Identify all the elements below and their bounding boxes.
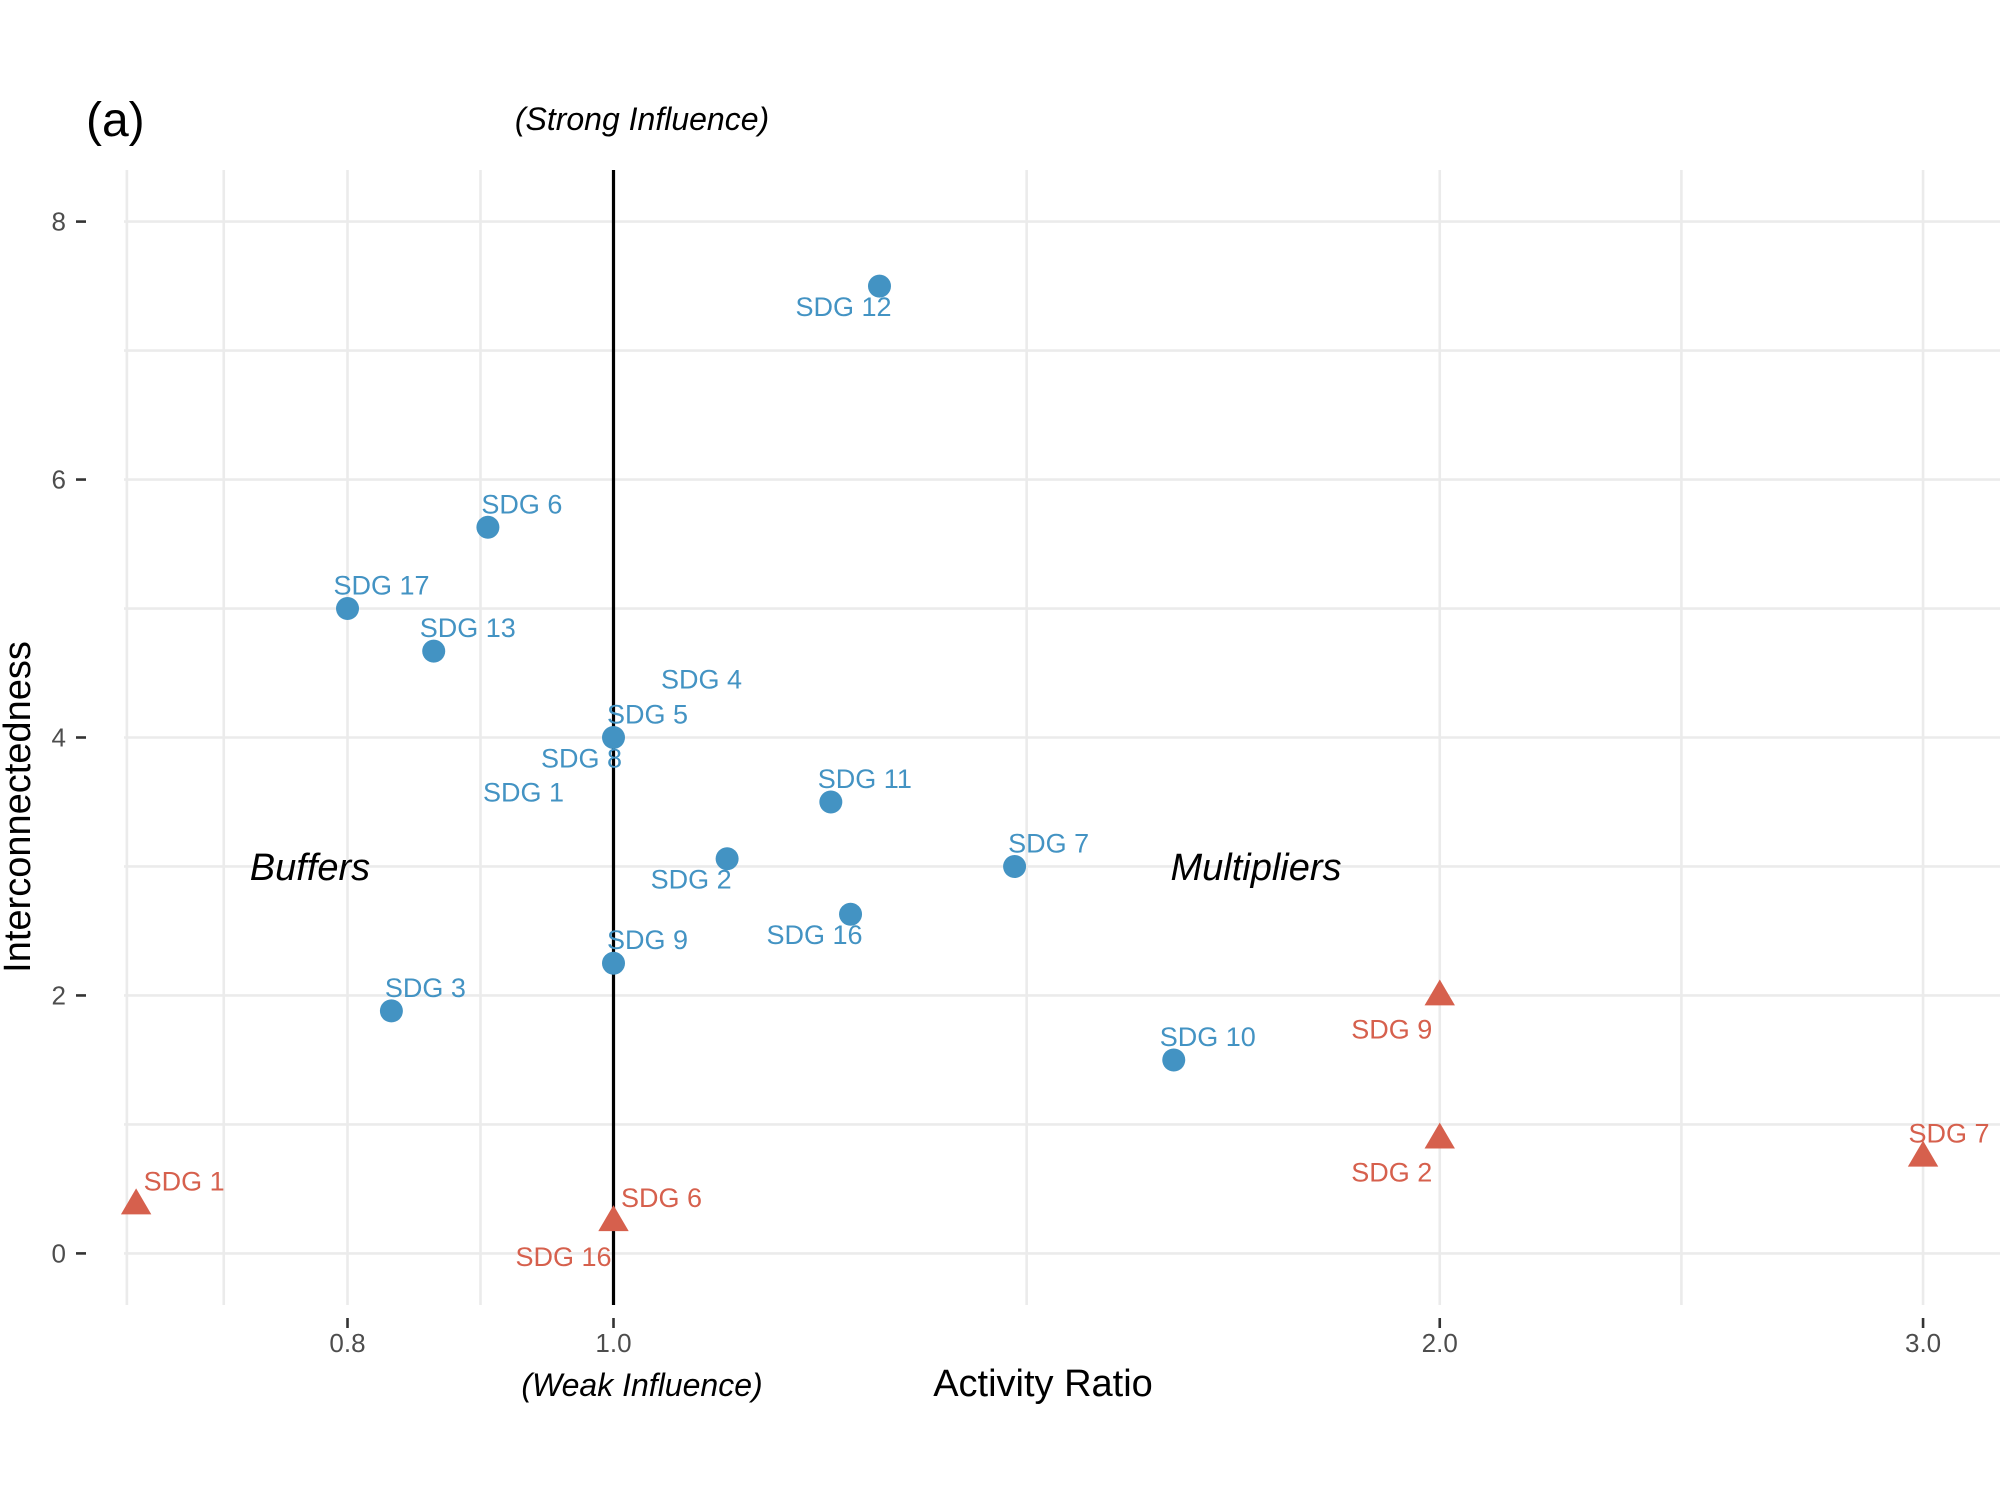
weak-influence-note: (Weak Influence) <box>521 1367 762 1403</box>
point-circle-sdg-12 <box>867 274 891 298</box>
y-tick-label: 8 <box>52 207 66 237</box>
point-label-circle-sdg-2: SDG 2 <box>651 865 732 895</box>
point-label-circle-sdg-13: SDG 13 <box>420 613 516 643</box>
point-circle-sdg-6 <box>476 515 500 539</box>
point-label-triangle-sdg-16: SDG 16 <box>515 1242 611 1272</box>
point-label-circle-sdg-5: SDG 5 <box>607 700 688 730</box>
point-circle-sdg-4 <box>602 726 626 749</box>
point-circle-sdg-7 <box>1003 854 1027 878</box>
point-triangle-sdg-2 <box>1424 1122 1455 1149</box>
point-label-circle-sdg-8: SDG 8 <box>541 744 622 774</box>
point-circle-sdg-11 <box>819 790 843 814</box>
point-label-triangle-sdg-7: SDG 7 <box>1909 1119 1990 1149</box>
point-label-triangle-sdg-6: SDG 6 <box>621 1183 702 1213</box>
point-label-circle-sdg-3: SDG 3 <box>385 973 466 1003</box>
point-label-circle-sdg-12: SDG 12 <box>795 292 891 322</box>
panel-label: (a) <box>86 94 145 147</box>
point-label-triangle-sdg-1: SDG 1 <box>144 1166 225 1196</box>
point-label-circle-sdg-16: SDG 16 <box>767 920 863 950</box>
data-labels: SDG 12 SDG 6 SDG 17 SDG 13 SDG 4 SDG 5 SDG 8 SD… <box>144 292 1990 1272</box>
point-label-circle-sdg-11: SDG 11 <box>818 764 912 794</box>
point-label-circle-sdg-6: SDG 6 <box>481 489 562 519</box>
y-tick-label: 6 <box>52 465 66 495</box>
y-tick-label: 4 <box>52 723 66 753</box>
y-tick-label: 2 <box>52 980 66 1010</box>
point-label-circle-sdg-1: SDG 1 <box>483 778 564 808</box>
point-circle-sdg-9 <box>602 951 626 975</box>
point-circle-sdg-16 <box>839 902 863 926</box>
point-label-circle-sdg-17: SDG 17 <box>333 571 429 601</box>
data-points <box>120 274 1939 1232</box>
point-circle-sdg-3 <box>379 999 403 1023</box>
point-label-triangle-sdg-2: SDG 2 <box>1351 1158 1432 1188</box>
x-tick-label: 3.0 <box>1905 1328 1941 1358</box>
point-label-circle-sdg-9: SDG 9 <box>607 925 688 955</box>
point-triangle-sdg-9 <box>1424 979 1455 1006</box>
buffers-label: Buffers <box>250 847 370 889</box>
point-label-circle-sdg-7: SDG 7 <box>1008 828 1089 858</box>
point-triangle-sdg-1 <box>120 1188 152 1215</box>
point-label-circle-sdg-4: SDG 4 <box>661 665 742 695</box>
y-axis-title: Interconnectedness <box>0 641 39 973</box>
x-tick-label: 0.8 <box>329 1328 365 1358</box>
point-circle-sdg-2 <box>715 847 739 871</box>
point-label-triangle-sdg-9: SDG 9 <box>1351 1014 1432 1044</box>
point-circle-sdg-17 <box>336 597 360 621</box>
point-triangle-sdg-7 <box>1907 1140 1939 1167</box>
strong-influence-note: (Strong Influence) <box>515 101 769 137</box>
point-circle-sdg-13 <box>422 639 446 663</box>
y-tick-label: 0 <box>52 1238 66 1268</box>
axes: 0 2 4 6 8 0.8 1.0 2.0 3.0 <box>52 207 1942 1358</box>
multipliers-label: Multipliers <box>1170 847 1341 889</box>
x-axis-title: Activity Ratio <box>933 1363 1153 1405</box>
point-triangle-sdg-6 <box>598 1205 629 1232</box>
point-label-circle-sdg-10: SDG 10 <box>1160 1022 1256 1052</box>
point-circle-sdg-10 <box>1162 1048 1186 1072</box>
x-tick-label: 2.0 <box>1422 1328 1458 1358</box>
x-tick-label: 1.0 <box>595 1328 631 1358</box>
grid-lines <box>124 170 2000 1305</box>
